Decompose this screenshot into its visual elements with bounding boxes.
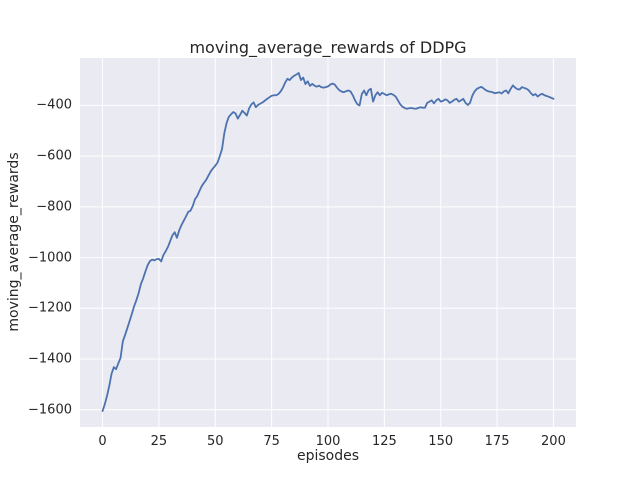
plot-area: [80, 58, 576, 427]
x-tick-label: 50: [206, 434, 224, 449]
x-tick-label: 100: [315, 434, 341, 449]
x-tick-label: 125: [371, 434, 397, 449]
chart-title: moving_average_rewards of DDPG: [189, 38, 467, 57]
y-tick-label: −400: [36, 97, 72, 113]
y-tick-label: −800: [36, 199, 72, 215]
x-tick-label: 175: [484, 434, 510, 449]
y-tick-label: −1600: [28, 402, 72, 418]
y-tick-label: −1000: [28, 250, 72, 266]
x-tick-label: 200: [541, 434, 566, 449]
x-tick-label: 25: [150, 434, 168, 449]
x-axis-label: episodes: [296, 448, 360, 464]
x-tick-label: 0: [98, 434, 107, 449]
y-tick-label: −1200: [28, 300, 72, 316]
x-tick-label: 75: [263, 434, 280, 449]
reward-line: [101, 72, 555, 412]
y-axis-label: moving_average_rewards: [6, 152, 22, 332]
y-tick-label: −600: [36, 148, 72, 164]
y-tick-label: −1400: [28, 351, 72, 367]
plot-canvas: [80, 58, 576, 427]
x-tick-label: 150: [428, 434, 454, 449]
